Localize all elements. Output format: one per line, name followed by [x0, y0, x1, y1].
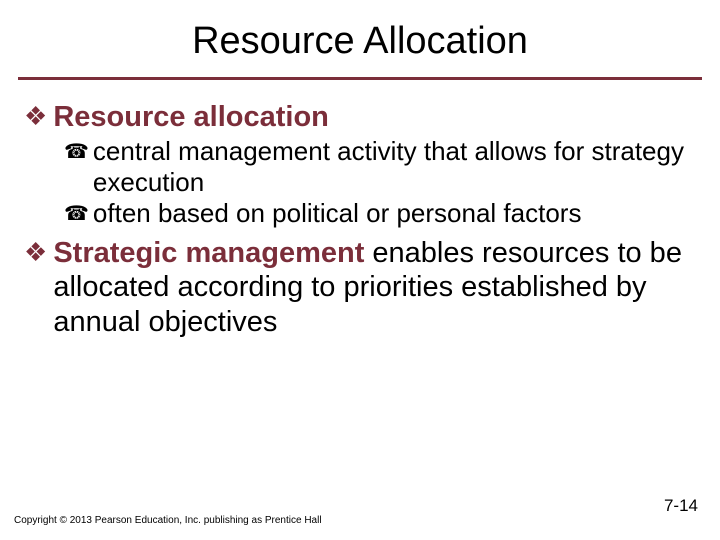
bullet-level1: ❖ Strategic management enables resources…	[24, 236, 696, 339]
bullet-lead: Strategic management	[53, 237, 364, 269]
slide-title: Resource Allocation	[18, 20, 702, 73]
bullet-text: central management activity that allows …	[93, 136, 696, 197]
spacer	[24, 228, 696, 236]
bullet-level1: ❖ Resource allocation	[24, 100, 696, 134]
page-number: 7-14	[664, 496, 698, 516]
bullet-text: often based on political or personal fac…	[93, 198, 582, 229]
bullet-lead: Resource allocation	[53, 101, 329, 133]
bullet-level2: ☎ often based on political or personal f…	[64, 198, 696, 229]
phone-bullet-icon: ☎	[64, 140, 89, 164]
title-rule	[18, 77, 702, 80]
phone-bullet-icon: ☎	[64, 202, 89, 226]
bullet-text: Strategic management enables resources t…	[53, 236, 696, 339]
bullet-text: Resource allocation	[53, 100, 329, 134]
diamond-bullet-icon: ❖	[24, 238, 47, 267]
bullet-level2: ☎ central management activity that allow…	[64, 136, 696, 197]
diamond-bullet-icon: ❖	[24, 102, 47, 131]
copyright-footer: Copyright © 2013 Pearson Education, Inc.…	[14, 515, 322, 526]
content-area: ❖ Resource allocation ☎ central manageme…	[18, 100, 702, 339]
slide: Resource Allocation ❖ Resource allocatio…	[0, 0, 720, 540]
